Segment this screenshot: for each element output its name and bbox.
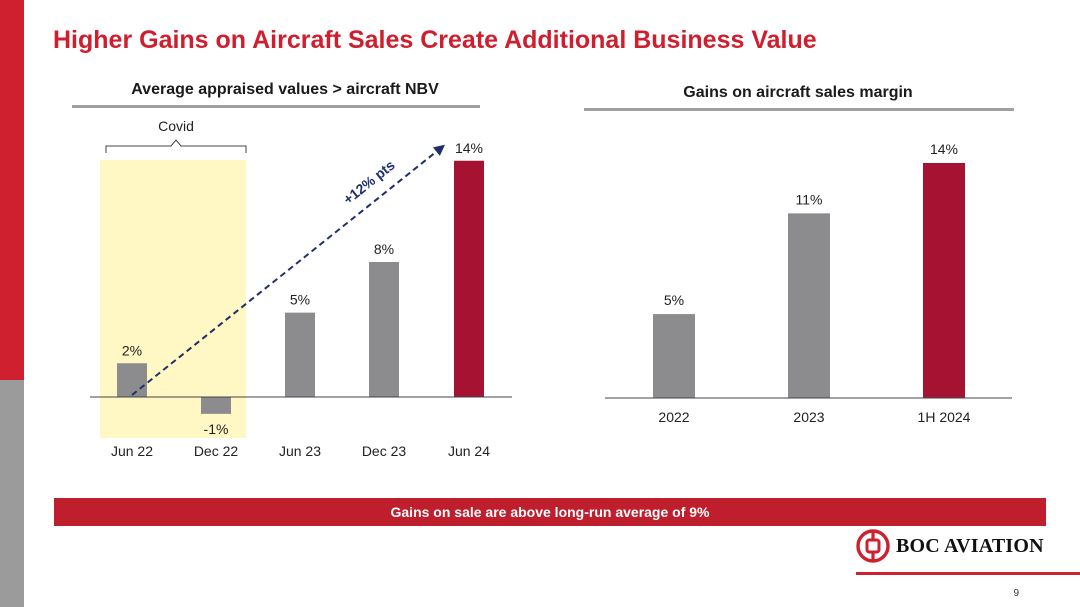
x-tick-2023: 2023 (793, 409, 824, 425)
logo-underline (856, 572, 1080, 575)
bar-dec-22 (201, 397, 231, 414)
value-label-2022: 5% (664, 292, 684, 308)
covid-label: Covid (158, 118, 194, 134)
x-tick-2022: 2022 (658, 409, 689, 425)
banner-text: Gains on sale are above long-run average… (390, 504, 710, 520)
logo-text: BOC AVIATION (896, 534, 1044, 557)
left-heading-rule (72, 105, 480, 108)
trend-arrow-head (432, 144, 445, 156)
bar-jun-23 (285, 312, 315, 397)
bar-jun-24 (454, 160, 484, 397)
page-number: 9 (1013, 588, 1019, 599)
side-accent-red (0, 0, 24, 380)
boc-logo-icon (856, 529, 890, 563)
value-label-1h-2024: 14% (930, 141, 958, 157)
x-tick-1h-2024: 1H 2024 (918, 409, 971, 425)
right-chart-heading: Gains on aircraft sales margin (683, 84, 913, 101)
value-label-jun-24: 14% (455, 140, 483, 156)
bar-dec-23 (369, 262, 399, 397)
bar-jun-22 (117, 363, 147, 397)
value-label-dec-22: -1% (204, 421, 229, 437)
bar-1h-2024 (923, 162, 965, 398)
right-heading-rule (584, 108, 1014, 111)
side-accent-gray (0, 380, 24, 607)
bar-2023 (788, 213, 830, 398)
value-label-jun-23: 5% (290, 292, 310, 308)
trend-arrow-line (131, 147, 441, 396)
left-chart-heading: Average appraised values > aircraft NBV (131, 81, 439, 98)
value-label-jun-22: 2% (122, 342, 142, 358)
callout-banner: Gains on sale are above long-run average… (54, 498, 1046, 526)
boc-aviation-logo: BOC AVIATION (856, 529, 1044, 563)
slide-title: Higher Gains on Aircraft Sales Create Ad… (53, 26, 817, 54)
covid-bracket (105, 139, 247, 153)
x-tick-dec-23: Dec 23 (362, 443, 407, 459)
x-tick-dec-22: Dec 22 (194, 443, 239, 459)
x-tick-jun-22: Jun 22 (111, 443, 153, 459)
x-tick-jun-24: Jun 24 (448, 443, 490, 459)
x-tick-jun-23: Jun 23 (279, 443, 321, 459)
value-label-2023: 11% (796, 191, 823, 207)
value-label-dec-23: 8% (374, 241, 394, 257)
bar-2022 (653, 314, 695, 398)
